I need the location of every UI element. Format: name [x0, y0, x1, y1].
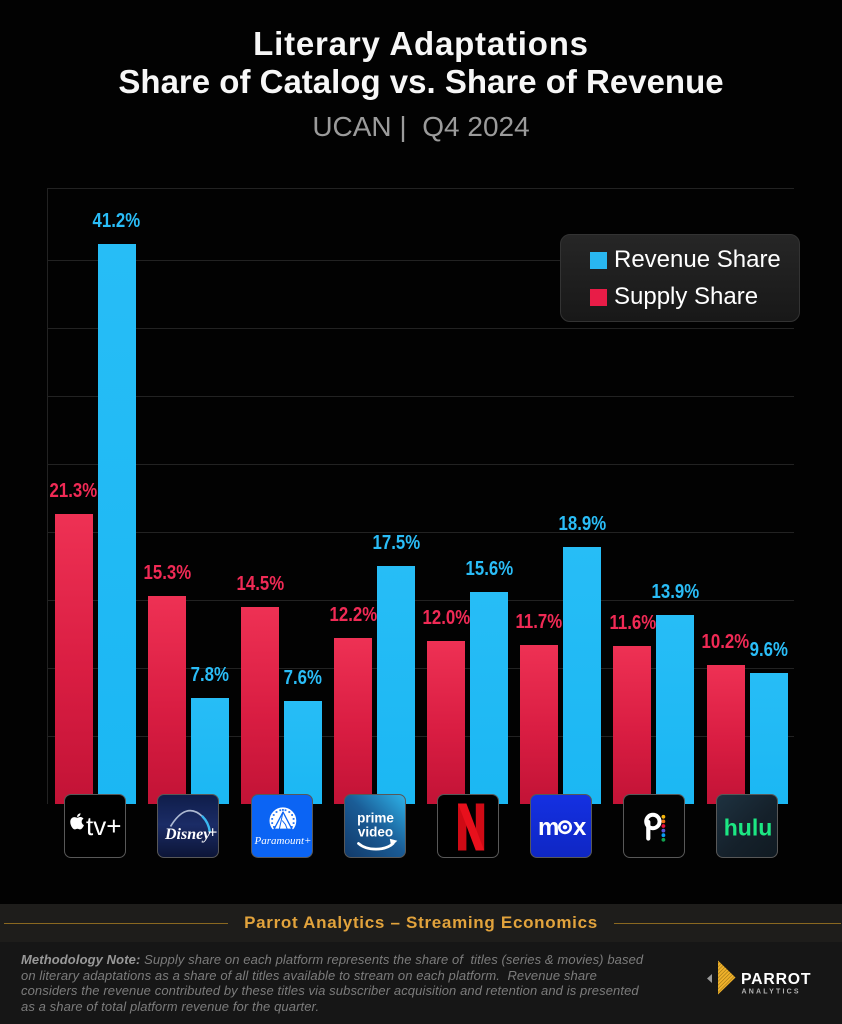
svg-text:video: video: [357, 825, 392, 840]
svg-text:m: m: [538, 814, 559, 841]
svg-text:tv+: tv+: [86, 811, 121, 841]
svg-text:PARROT: PARROT: [741, 971, 811, 988]
svg-text:ANALYTICS: ANALYTICS: [742, 989, 801, 996]
svg-text:Disney: Disney: [164, 826, 211, 843]
svg-text:x: x: [573, 814, 587, 841]
svg-text:+: +: [208, 825, 217, 842]
svg-text:prime: prime: [357, 811, 394, 826]
svg-text:hulu: hulu: [724, 815, 773, 841]
svg-text:Paramount+: Paramount+: [253, 835, 311, 847]
